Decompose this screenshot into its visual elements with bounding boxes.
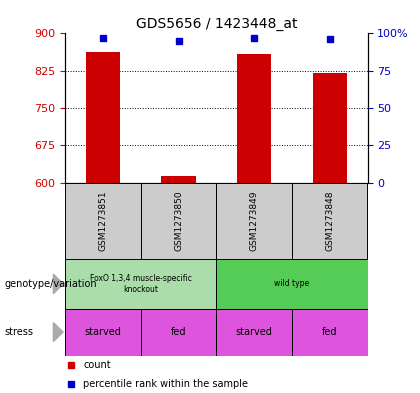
Text: genotype/variation: genotype/variation: [4, 279, 97, 289]
Text: fed: fed: [322, 327, 337, 337]
Text: GSM1273848: GSM1273848: [325, 191, 334, 251]
Text: wild type: wild type: [274, 279, 310, 288]
FancyBboxPatch shape: [141, 309, 216, 356]
Polygon shape: [53, 323, 63, 342]
Text: stress: stress: [4, 327, 33, 337]
Bar: [237, 54, 271, 183]
Text: starved: starved: [84, 327, 121, 337]
Text: starved: starved: [236, 327, 273, 337]
Bar: [312, 73, 346, 183]
Text: GSM1273851: GSM1273851: [98, 191, 108, 252]
Bar: [161, 176, 196, 183]
FancyBboxPatch shape: [216, 183, 292, 259]
FancyBboxPatch shape: [292, 309, 368, 356]
Text: percentile rank within the sample: percentile rank within the sample: [83, 379, 248, 389]
FancyBboxPatch shape: [216, 309, 292, 356]
FancyBboxPatch shape: [216, 259, 368, 309]
Polygon shape: [53, 274, 63, 294]
Title: GDS5656 / 1423448_at: GDS5656 / 1423448_at: [136, 17, 297, 31]
Text: GSM1273850: GSM1273850: [174, 191, 183, 252]
Text: fed: fed: [171, 327, 186, 337]
FancyBboxPatch shape: [65, 259, 216, 309]
Text: GSM1273849: GSM1273849: [249, 191, 259, 251]
Bar: [86, 52, 120, 183]
Text: FoxO 1,3,4 muscle-specific
knockout: FoxO 1,3,4 muscle-specific knockout: [90, 274, 192, 294]
FancyBboxPatch shape: [65, 309, 141, 356]
FancyBboxPatch shape: [292, 183, 368, 259]
FancyBboxPatch shape: [141, 183, 216, 259]
Text: count: count: [83, 360, 111, 370]
FancyBboxPatch shape: [65, 183, 141, 259]
